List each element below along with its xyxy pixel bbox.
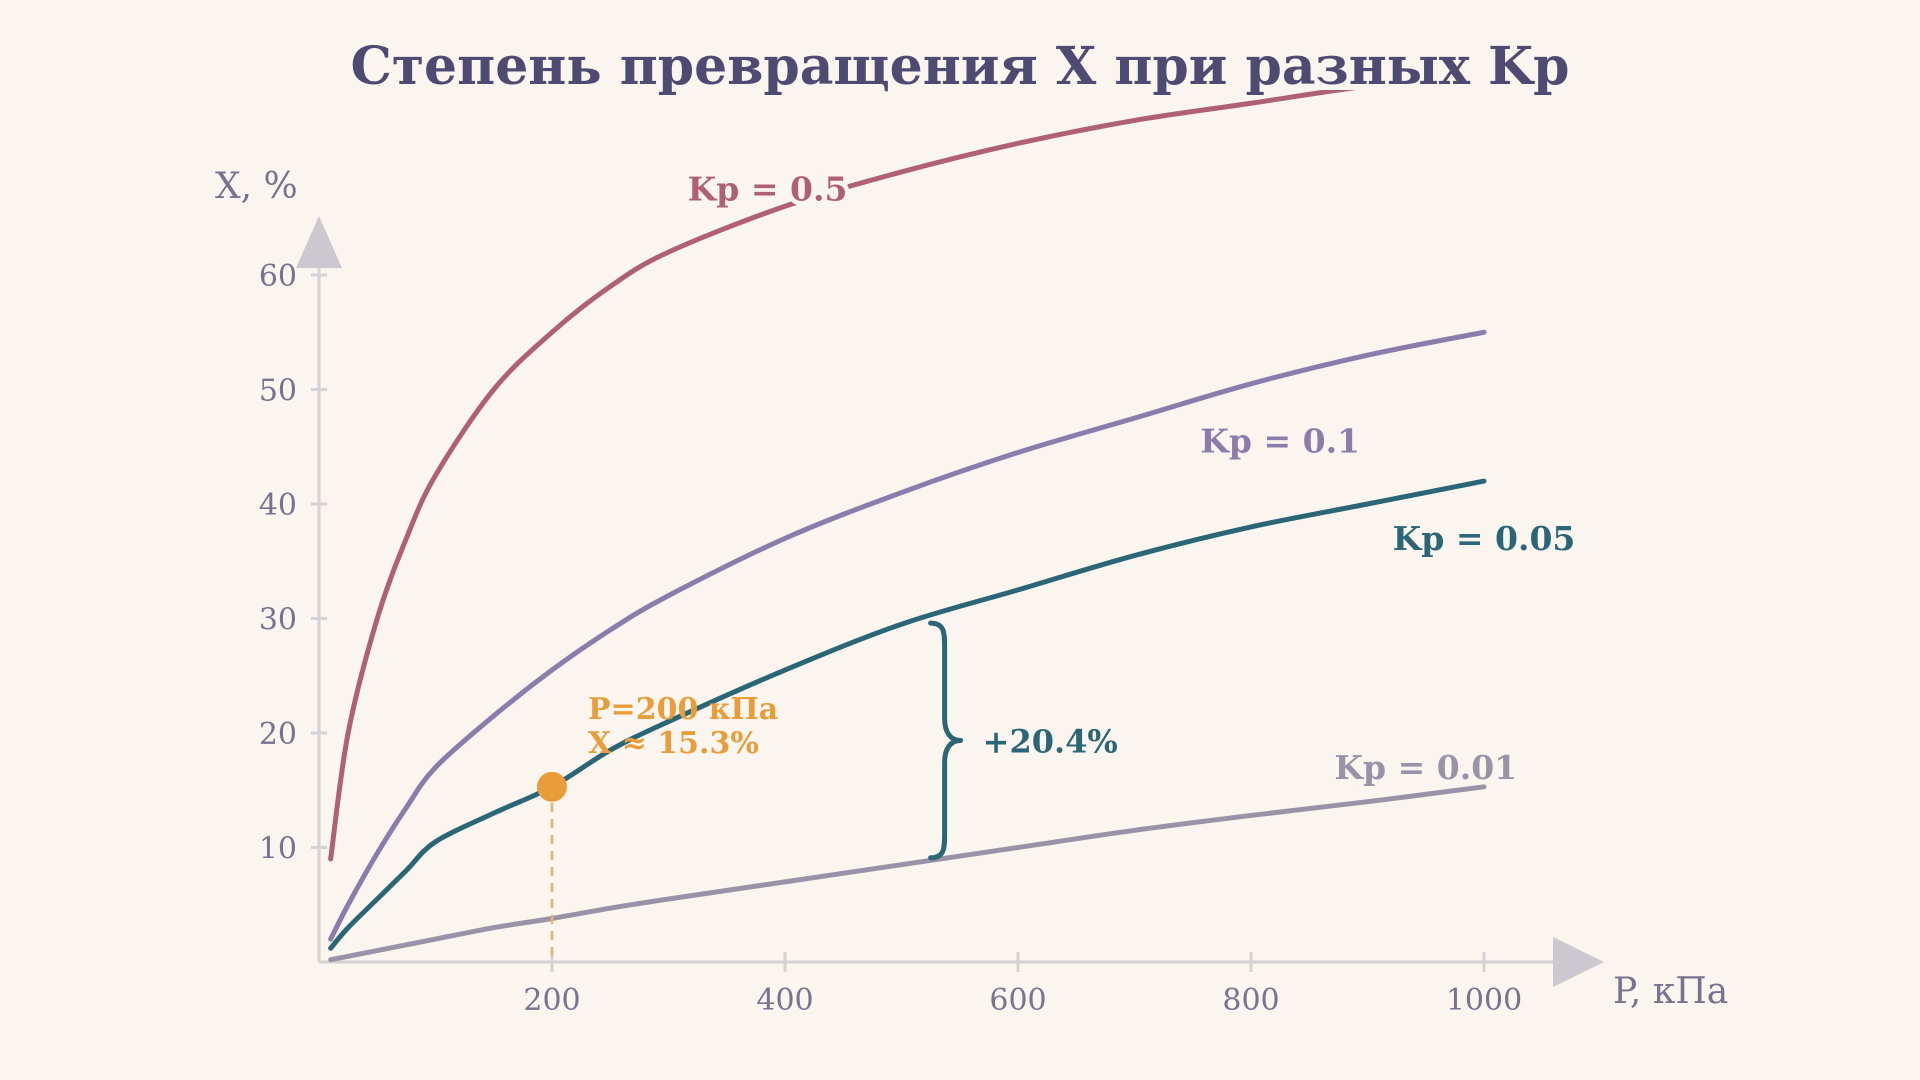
y-axis-arrow [296, 216, 342, 268]
series-label: Kp = 0.1 [1200, 421, 1360, 460]
series-label: Kp = 0.5 [688, 170, 848, 209]
x-tick-label: 400 [756, 983, 813, 1018]
y-ticks: 10 20 30 40 50 60 [259, 259, 327, 867]
y-tick-label: 40 [259, 488, 297, 523]
axes [296, 216, 1604, 987]
y-tick-label: 10 [259, 832, 297, 867]
y-axis-title: X, % [215, 166, 298, 207]
delta-annotation: +20.4% [928, 620, 1118, 861]
series-line [328, 329, 1487, 942]
x-tick-label: 800 [1222, 983, 1279, 1018]
x-tick-label: 600 [989, 983, 1046, 1018]
x-axis-arrow [1553, 937, 1604, 987]
series-label: Kp = 0.05 [1393, 519, 1576, 558]
point-label-conversion: X ≈ 15.3% [588, 726, 759, 761]
series-line [328, 478, 1487, 951]
point-marker [537, 771, 567, 802]
x-ticks: 200 400 600 800 1000 [523, 952, 1522, 1018]
series-line [328, 784, 1487, 963]
point-annotation: P=200 кПа X ≈ 15.3% [537, 692, 778, 962]
point-label-pressure: P=200 кПа [588, 692, 778, 727]
series-label: Kp = 0.01 [1334, 748, 1517, 787]
x-tick-label: 200 [523, 983, 580, 1018]
series-line [328, 90, 1357, 862]
chart-title: Степень превращения X при разных Kp [350, 36, 1569, 97]
y-tick-label: 20 [259, 717, 297, 752]
series-lines [328, 90, 1487, 963]
delta-label: +20.4% [983, 722, 1118, 760]
y-tick-label: 60 [259, 259, 297, 294]
y-tick-label: 50 [259, 374, 297, 409]
x-tick-label: 1000 [1446, 983, 1522, 1018]
x-axis-title: P, кПа [1613, 971, 1728, 1012]
series-labels: Kp = 0.5 Kp = 0.1 Kp = 0.05 Kp = 0.01 [683, 165, 1580, 791]
delta-brace [928, 620, 964, 861]
y-tick-label: 30 [259, 603, 297, 638]
